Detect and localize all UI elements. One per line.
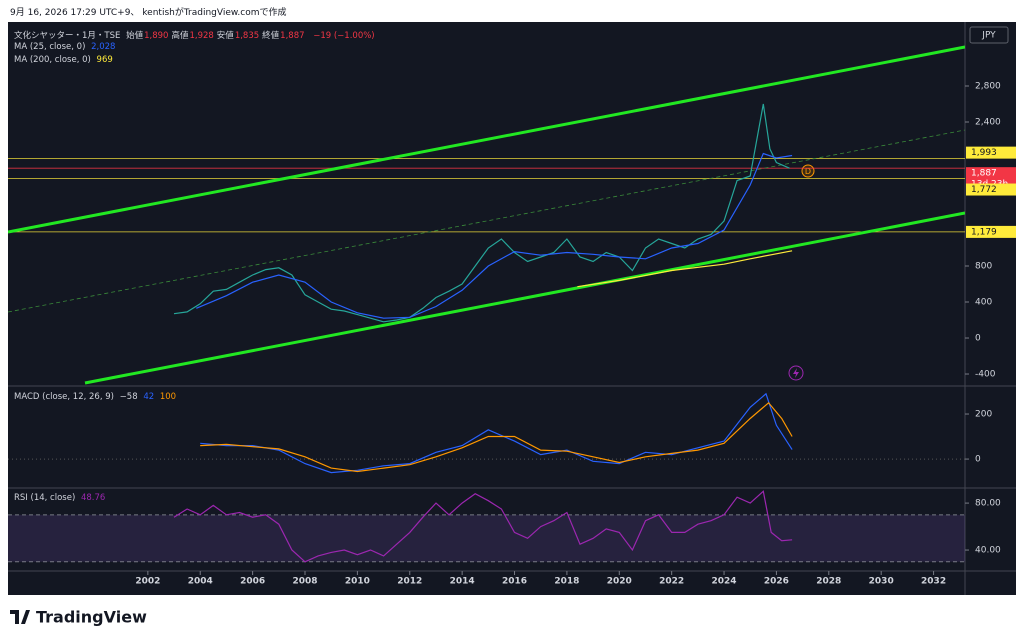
chart-background — [8, 22, 1016, 595]
price-badge-label: 1,179 — [971, 227, 997, 237]
ohlc-value: 1,887 — [280, 31, 305, 41]
price-badge-label: 1,772 — [971, 185, 997, 195]
rsi-title: RSI (14, close) — [14, 493, 76, 503]
event-bolt — [793, 368, 799, 378]
x-tick-label: 2016 — [502, 577, 527, 587]
dividend-letter: D — [805, 167, 811, 176]
symbol: 文化シヤッター・1月・TSE — [14, 31, 121, 41]
ohlc-label: 終値 — [262, 31, 280, 41]
x-tick-label: 2032 — [921, 577, 946, 587]
pane — [8, 392, 965, 474]
signal-value: 100 — [159, 392, 177, 402]
y-tick-label: 0 — [975, 334, 981, 344]
y-tick-label: 80.00 — [975, 499, 1001, 509]
x-tick-label: 2002 — [135, 577, 160, 587]
y-tick-label: -400 — [975, 370, 996, 380]
y-tick-label: 2,800 — [975, 81, 1001, 91]
series-line — [196, 152, 793, 319]
macd-title: MACD (close, 12, 26, 9) — [14, 392, 114, 402]
y-tick-label: 400 — [975, 298, 992, 308]
legend-macd: MACD (close, 12, 26, 9) −58 42 100 — [14, 392, 179, 402]
logo: TradingView — [36, 608, 147, 627]
ohlc-label: 始値 — [126, 31, 144, 41]
x-tick-label: 2010 — [345, 577, 370, 587]
macd-value: 42 — [143, 392, 155, 402]
ma-name: MA (200, close, 0) — [14, 55, 91, 65]
price-badge — [966, 183, 1016, 196]
price-badge-label: 1,887 — [971, 169, 997, 179]
currency: JPY — [981, 31, 996, 41]
legend-price: 文化シヤッター・1月・TSE 始値1,890 高値1,928 安値1,835 終値1,… — [14, 29, 378, 41]
event-icon[interactable] — [788, 365, 804, 381]
series-line — [200, 392, 793, 474]
ohlc-value: 1,890 — [144, 31, 169, 41]
trend-line — [8, 45, 965, 234]
trend-line — [84, 211, 965, 385]
change: −19 (−1.00%) — [313, 31, 375, 41]
y-tick-label: 40.00 — [975, 546, 1001, 556]
rsi-value: 48.76 — [80, 493, 106, 503]
x-tick-label: 2014 — [450, 577, 475, 587]
price-badge — [966, 225, 1016, 238]
y-tick-label: 0 — [975, 455, 981, 465]
x-tick-label: 2026 — [764, 577, 789, 587]
x-tick-label: 2024 — [712, 577, 737, 587]
x-tick-label: 2012 — [397, 577, 422, 587]
header-text: 9月 16, 2026 17:29 UTC+9、 kentishがTrading… — [10, 8, 287, 18]
ohlc-label: 高値 — [171, 31, 189, 41]
pane — [8, 45, 965, 385]
currency-box[interactable] — [969, 26, 1009, 44]
x-tick-label: 2020 — [607, 577, 632, 587]
y-tick-label: 800 — [975, 262, 992, 272]
ohlc-value: 1,928 — [189, 31, 214, 41]
x-tick-label: 2004 — [188, 577, 213, 587]
legend-ma25: MA (25, close, 0) 2,028 — [14, 42, 118, 52]
x-tick-label: 2028 — [816, 577, 841, 587]
macd-hist: −58 — [119, 392, 138, 402]
ma-value: 2,028 — [91, 42, 116, 52]
ohlc-label: 安値 — [216, 31, 234, 41]
series-line — [173, 490, 793, 563]
series-line — [577, 250, 793, 288]
x-tick-label: 2008 — [292, 577, 317, 587]
trend-line — [8, 129, 965, 313]
x-tick-label: 2022 — [659, 577, 684, 587]
ma-value: 969 — [96, 55, 113, 65]
x-tick-label: 2006 — [240, 577, 265, 587]
x-tick-label: 2018 — [554, 577, 579, 587]
rsi-band — [8, 514, 965, 562]
logo-mark — [10, 610, 30, 624]
series-line — [200, 401, 793, 473]
y-tick-label: 2,400 — [975, 117, 1001, 127]
ohlc: 始値1,890 高値1,928 安値1,835 終値1,887 — [126, 31, 307, 41]
legend-rsi: RSI (14, close) 48.76 — [14, 493, 108, 503]
ma-name: MA (25, close, 0) — [14, 42, 86, 52]
y-tick-label: 200 — [975, 410, 992, 420]
x-tick-label: 2030 — [869, 577, 894, 587]
price-badge — [966, 146, 1016, 159]
pane — [8, 490, 965, 563]
ohlc-value: 1,835 — [234, 31, 260, 41]
price-badge-label: 1,993 — [971, 148, 997, 158]
series-line — [173, 103, 790, 323]
legend-ma200: MA (200, close, 0) 969 — [14, 55, 116, 65]
